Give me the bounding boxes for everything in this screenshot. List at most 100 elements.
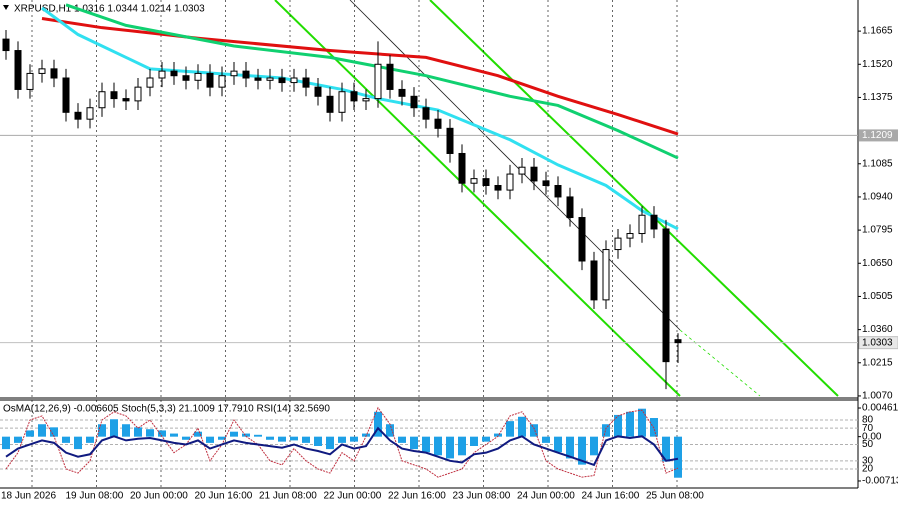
x-tick-label: 22 Jun 00:00 [324,491,382,502]
y-tick-label: 1.1665 [862,26,893,37]
candle-body [626,233,634,239]
price-label-bg [858,336,898,350]
x-tick-label: 20 Jun 16:00 [195,491,253,502]
osc-tick-label: 80 [862,415,874,426]
osma-bar [518,416,526,437]
osma-bar [482,436,490,442]
candle-body [674,339,682,344]
osma-tick-label: -0.00713 [862,476,898,487]
osma-bar [326,436,334,450]
x-tick-label: 19 Jun 08:00 [66,491,124,502]
osma-bar [494,433,502,437]
osma-bar [674,436,682,478]
candle-body [446,127,454,154]
osma-bar [566,436,574,459]
x-tick-label: 22 Jun 16:00 [388,491,446,502]
candle-body [362,98,370,102]
candle-body [26,72,34,90]
candle-body [578,217,586,262]
candle-body [2,38,10,52]
candle-body [206,72,214,88]
candle-body [590,260,598,301]
osma-bar [170,433,178,437]
trend-line-ray [679,329,761,397]
y-tick-label: 1.0940 [862,192,893,203]
candle-body [386,63,394,90]
osma-bar [230,431,238,437]
y-tick-label: 1.0070 [862,391,893,402]
osma-bar [638,408,646,437]
candle-body [338,91,346,113]
indicator-title: OsMA(12,26,9) -0.006605 Stoch(5,3,3) 21.… [3,404,330,415]
osma-bar [458,436,466,456]
x-tick-label: 24 Jun 00:00 [517,491,575,502]
y-tick-label: 1.0215 [862,357,893,368]
candle-body [350,91,358,102]
candle-body [506,173,514,191]
moving-average [41,6,679,231]
candle-body [422,107,430,120]
osma-bar [110,419,118,437]
osma-bar [410,436,418,450]
candle-body [530,166,538,182]
osc-tick-label: 50 [862,439,874,450]
osma-bar [614,414,622,437]
title-icon [3,5,9,10]
y-tick-label: 1.1085 [862,158,893,169]
osma-bar [530,424,538,437]
candle-body [134,86,142,102]
candle-body [170,70,178,77]
candle-body [14,50,22,90]
osma-bar [662,436,670,462]
osma-bar [194,431,202,437]
candle-body [602,249,610,301]
osma-bar [470,436,478,446]
x-tick-label: 23 Jun 08:00 [453,491,511,502]
candle-body [374,63,382,100]
candle-body [458,152,466,184]
osma-bar [26,430,34,437]
osma-bar [506,421,514,437]
y-tick-label: 1.1520 [862,59,893,70]
candle-body [470,178,478,184]
osma-bar [218,436,226,440]
osma-bar [554,436,562,453]
rsi-line [5,426,679,467]
y-tick-label: 1.1375 [862,92,893,103]
price-label: 1.0303 [862,337,893,348]
candle-body [494,185,502,191]
candle-body [110,91,118,100]
candle-body [542,180,550,187]
candle-body [518,166,526,175]
osma-tick-label: 0.00 [862,431,882,442]
y-tick-label: 1.0650 [862,258,893,269]
candle-body [614,237,622,251]
osma-bar [38,424,46,437]
candle-body [398,88,406,97]
osma-tick-label: 0.00461 [862,403,898,414]
x-tick-label: 18 Jun 2026 [1,491,56,502]
stoch-line [5,406,679,478]
osma-bar [314,436,322,446]
osma-bar [14,436,22,443]
candle-body [194,72,202,81]
candle-body [650,214,658,230]
candle-body [278,77,286,84]
osma-bar [422,436,430,453]
candle-body [554,185,562,198]
y-tick-label: 1.0360 [862,324,893,335]
osma-bar [398,436,406,443]
osma-bar [338,436,346,443]
osma-bar [158,430,166,437]
x-tick-label: 20 Jun 00:00 [130,491,188,502]
osma-bar [542,436,550,443]
candle-body [266,77,274,81]
moving-average [65,3,679,160]
osma-bar [266,436,274,440]
candle-body [50,68,58,79]
level-label: 1.1209 [862,130,893,141]
candle-body [662,228,670,363]
candle-body [86,107,94,120]
chart-title: XRPUSD,H1 1.0316 1.0344 1.0214 1.0303 [14,4,205,15]
candle-body [482,178,490,187]
